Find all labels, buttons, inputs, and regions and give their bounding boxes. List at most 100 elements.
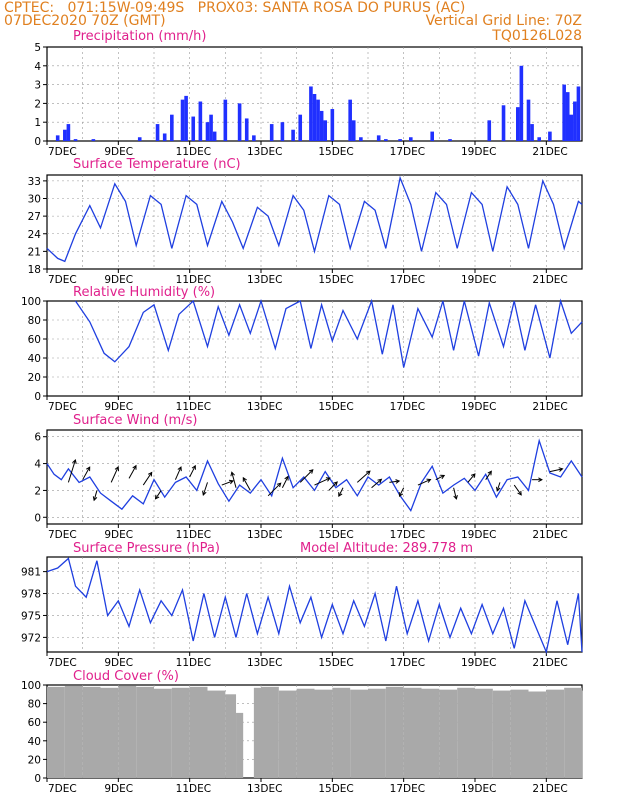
precip-bar — [376, 135, 381, 141]
cloud-bar — [439, 689, 458, 778]
y-tick-label: 20 — [28, 754, 41, 766]
cloud-bar — [564, 687, 582, 778]
wind-arrow-shaft — [467, 473, 476, 483]
wind-arrow-shaft — [202, 482, 208, 496]
chart-0: 0 1 2 3 4 5 7DEC 9DEC 11DEC 13DEC 15DEC 17DEC 19DEC 2… — [34, 42, 583, 158]
precip-bar — [155, 124, 160, 141]
wind-arrow-head — [276, 482, 282, 488]
cloud-bar — [225, 694, 237, 778]
wind-arrow — [485, 470, 492, 480]
cloud-bar — [457, 687, 475, 778]
run-date: 07DEC2020 70Z (GMT) — [4, 13, 166, 29]
cloud-bar — [421, 688, 440, 778]
y-tick-label: 4 — [34, 459, 41, 471]
wind-arrow-shaft — [314, 477, 331, 486]
wind-arrow — [281, 475, 289, 488]
wind-arrow-head — [333, 481, 338, 487]
wind-arrow-shaft — [221, 480, 234, 486]
y-tick-label: 40 — [28, 736, 41, 748]
x-tick-label: 7DEC — [48, 529, 77, 541]
x-tick-label: 19DEC — [461, 274, 496, 286]
precip-bar — [312, 94, 317, 141]
wind-arrow-shaft — [549, 468, 563, 473]
precip-bar — [252, 135, 256, 141]
y-tick-label: 978 — [21, 589, 41, 601]
x-tick-label: 17DEC — [390, 401, 425, 413]
precip-bar — [180, 99, 185, 141]
y-tick-label: 4 — [34, 61, 41, 73]
wind-arrow — [202, 482, 208, 497]
x-tick-label: 15DEC — [318, 274, 353, 286]
wind-arrow — [314, 477, 331, 486]
x-tick-label: 17DEC — [390, 274, 425, 286]
precip-bar — [63, 129, 67, 141]
precip-bar — [209, 114, 213, 141]
rh-title: Relative Humidity (%) — [73, 285, 215, 300]
wind-arrow — [513, 484, 522, 496]
cloud-bar — [207, 690, 226, 778]
wind-arrow-shaft — [338, 487, 344, 497]
precip-bar — [162, 133, 167, 141]
wind-arrow — [82, 466, 91, 480]
plot-frame — [46, 174, 583, 270]
precip-bar — [576, 86, 581, 141]
precip-bar — [384, 139, 388, 141]
precip-bar — [501, 105, 506, 141]
y-tick-label: 2 — [34, 98, 41, 110]
precip-bar — [537, 137, 541, 141]
y-tick-label: 27 — [28, 211, 41, 223]
precip-bar — [323, 120, 327, 141]
precip-bar — [548, 131, 552, 141]
y-tick-label: 60 — [28, 717, 41, 729]
precip-bar — [565, 92, 570, 141]
y-tick-label: 6 — [34, 432, 41, 444]
wind-title: Surface Wind (m/s) — [73, 413, 197, 428]
wind-arrow-head — [202, 490, 207, 497]
y-tick-label: 1 — [34, 117, 41, 129]
x-tick-label: 13DEC — [247, 146, 282, 158]
x-tick-label: 19DEC — [461, 783, 496, 795]
wind-arrow-head — [92, 496, 98, 502]
cloud-bar — [350, 689, 368, 778]
wind-arrow — [371, 478, 383, 489]
wind-arrow-shaft — [399, 487, 405, 497]
precip-bar — [330, 109, 335, 141]
grid-note: Vertical Grid Line: 70Z — [425, 13, 582, 29]
precip-bar — [137, 137, 142, 141]
x-tick-label: 15DEC — [318, 146, 353, 158]
precip-bar — [280, 122, 285, 141]
wind-arrow-head — [487, 470, 492, 476]
cloud-bar — [296, 688, 315, 778]
wind-arrow — [338, 487, 344, 498]
y-tick-label: 24 — [28, 229, 42, 241]
y-tick-label: 5 — [34, 42, 41, 54]
y-tick-label: 972 — [21, 632, 41, 644]
wind-arrow-head — [365, 470, 371, 476]
wind-arrow — [189, 464, 196, 478]
wind-arrow-head — [517, 490, 522, 496]
wind-arrow — [230, 471, 237, 488]
series-line — [74, 298, 583, 368]
precip-bar — [519, 65, 524, 141]
model-id: TQ0126L028 — [492, 28, 582, 44]
cloud-bar — [47, 686, 65, 778]
x-tick-label: 17DEC — [390, 529, 425, 541]
y-tick-label: 18 — [28, 264, 41, 276]
precip-bar — [351, 120, 356, 141]
wind-arrow-shaft — [128, 465, 137, 479]
cloud-bar — [118, 685, 137, 778]
cloud-bar — [189, 686, 208, 778]
wind-arrow-shaft — [389, 480, 400, 483]
precip-bar — [198, 101, 203, 141]
wind-arrow — [549, 467, 564, 473]
y-tick-label: 981 — [21, 567, 41, 579]
plot-frame — [46, 429, 583, 525]
series-line — [46, 438, 583, 512]
cloud-bar — [403, 687, 422, 778]
precip-bar — [223, 99, 228, 141]
y-tick-label: 975 — [21, 610, 41, 622]
x-tick-label: 19DEC — [461, 529, 496, 541]
wind-arrow — [221, 479, 234, 486]
wind-arrow — [467, 473, 476, 483]
cloud-bar — [475, 688, 493, 778]
